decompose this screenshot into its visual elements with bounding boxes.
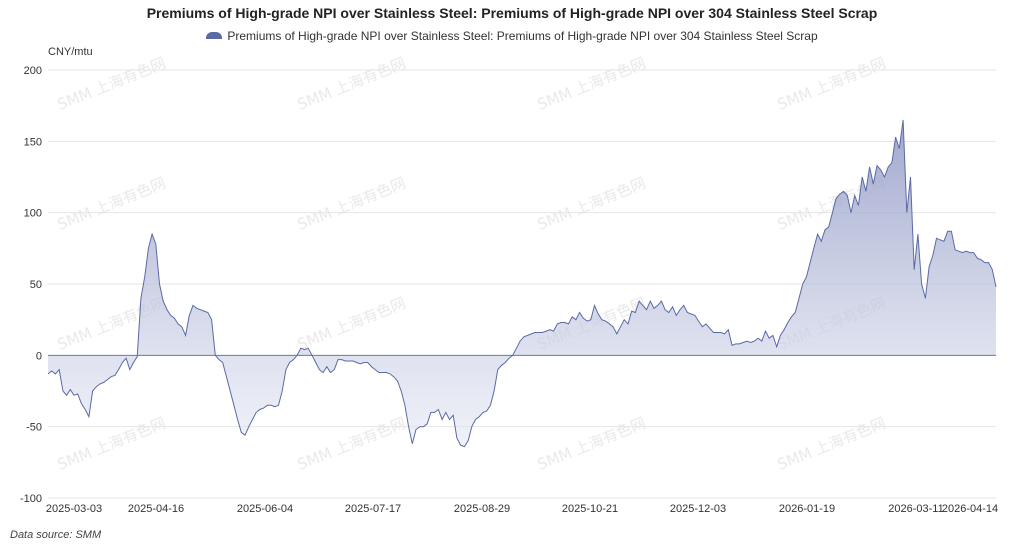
data-source-value: SMM (75, 529, 102, 541)
watermark-text: SMM 上海有色网 (535, 414, 649, 474)
y-tick-label: 50 (30, 279, 42, 291)
x-axis: 2025-03-03 2025-04-16 2025-06-04 2025-07-17… (46, 503, 998, 515)
watermark-text: SMM 上海有色网 (55, 414, 169, 474)
watermark-text: SMM 上海有色网 (295, 414, 409, 474)
y-tick-label: 150 (24, 136, 42, 148)
y-tick-label: -100 (20, 493, 42, 505)
x-tick-label: 2025-10-21 (562, 503, 618, 515)
x-tick-label: 2025-08-29 (454, 503, 510, 515)
x-tick-label: 2025-07-17 (345, 503, 401, 515)
x-tick-label: 2026-04-14 (942, 503, 998, 515)
x-tick-label: 2025-12-03 (670, 503, 726, 515)
data-source: Data source: SMM (10, 529, 101, 541)
watermark-text: SMM 上海有色网 (55, 54, 169, 114)
x-tick-label: 2025-04-16 (128, 503, 184, 515)
watermark-text: SMM 上海有色网 (775, 54, 889, 114)
data-source-colon: : (69, 529, 76, 541)
y-tick-label: 0 (36, 350, 42, 362)
watermark-text: SMM 上海有色网 (295, 54, 409, 114)
legend[interactable]: Premiums of High-grade NPI over Stainles… (0, 29, 1024, 43)
watermark-text: SMM 上海有色网 (535, 54, 649, 114)
x-tick-label: 2025-06-04 (237, 503, 293, 515)
watermark-text: SMM 上海有色网 (295, 294, 409, 354)
x-tick-label: 2025-03-03 (46, 503, 102, 515)
watermark-text: SMM 上海有色网 (55, 174, 169, 234)
chart-title: Premiums of High-grade NPI over Stainles… (146, 5, 878, 21)
legend-swatch-icon (206, 32, 223, 40)
watermark-text: SMM 上海有色网 (775, 414, 889, 474)
y-tick-label: 100 (24, 208, 42, 220)
area-layer (47, 119, 997, 448)
x-tick-label: 2026-01-19 (779, 503, 835, 515)
watermark-text: SMM 上海有色网 (295, 174, 409, 234)
legend-label: Premiums of High-grade NPI over Stainles… (227, 29, 818, 43)
series-line[interactable] (47, 119, 997, 448)
data-source-label: Data source (10, 529, 70, 541)
watermark-text: SMM 上海有色网 (535, 174, 649, 234)
y-axis-unit: CNY/mtu (48, 46, 93, 58)
y-tick-label: 200 (24, 65, 42, 77)
y-tick-label: -50 (26, 422, 42, 434)
series-area (48, 119, 996, 447)
x-tick-label: 2026-03-11 (888, 503, 943, 515)
y-axis: -100 -50 0 50 100 150 200 (20, 65, 42, 505)
